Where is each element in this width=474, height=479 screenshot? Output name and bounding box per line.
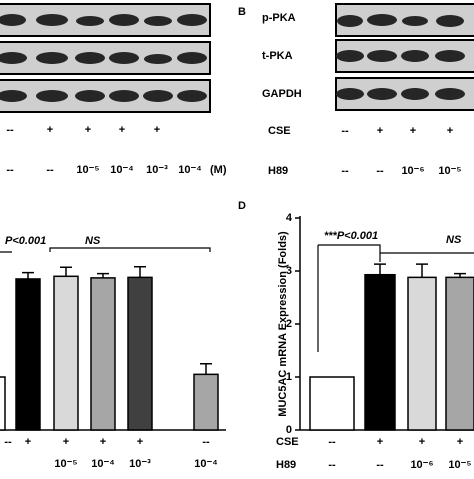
y-tick-label: 1 — [286, 371, 292, 383]
bar — [0, 376, 6, 431]
bar — [127, 276, 153, 431]
treatment-label: + — [25, 436, 31, 448]
unit-label: (M) — [210, 164, 227, 176]
row-name: CSE — [268, 125, 291, 137]
treatment-label: + — [377, 125, 383, 137]
error-bar — [134, 266, 146, 278]
error-bar — [200, 363, 212, 375]
treatment-label: 10⁻⁴ — [178, 164, 201, 176]
error-bar — [374, 263, 386, 275]
treatment-label: 10⁻³ — [129, 458, 151, 470]
panel-letter: B — [238, 6, 246, 18]
bracket — [317, 244, 474, 352]
treatment-label: -- — [328, 459, 336, 471]
treatment-label: -- — [341, 165, 349, 177]
y-tick-label: 0 — [286, 424, 292, 436]
treatment-label: 10⁻⁵ — [438, 165, 461, 177]
treatment-label: 10⁻⁵ — [448, 459, 471, 471]
treatment-label: 10⁻⁶ — [401, 165, 424, 177]
treatment-label: -- — [4, 436, 12, 448]
treatment-label: 10⁻⁴ — [91, 458, 114, 470]
treatment-label: + — [119, 124, 125, 136]
bar — [309, 376, 355, 431]
treatment-label: + — [457, 436, 463, 448]
row-name: H89 — [276, 459, 296, 471]
treatment-label: + — [377, 436, 383, 448]
y-tick-label: 2 — [286, 318, 292, 330]
bar — [445, 276, 474, 431]
treatment-label: -- — [328, 436, 336, 448]
error-bar — [97, 272, 109, 278]
bar — [193, 373, 219, 431]
treatment-label: -- — [6, 164, 14, 176]
treatment-label: 10⁻⁴ — [110, 164, 133, 176]
blot-b — [335, 3, 474, 111]
error-bar — [454, 272, 466, 278]
treatment-label: + — [85, 124, 91, 136]
blot-a — [0, 3, 211, 113]
treatment-label: + — [419, 436, 425, 448]
treatment-label: 10⁻⁶ — [410, 459, 433, 471]
bar — [90, 277, 116, 431]
annotation: NS — [446, 234, 462, 246]
y-tick-label: 4 — [286, 212, 293, 224]
blot-label: GAPDH — [262, 88, 302, 100]
treatment-label: + — [63, 436, 69, 448]
annotation: P<0.001 — [5, 235, 46, 247]
treatment-label: -- — [376, 459, 384, 471]
error-bar — [416, 263, 428, 278]
treatment-label: 10⁻⁴ — [194, 458, 217, 470]
treatment-label: + — [410, 125, 416, 137]
blot-label: p-PKA — [262, 12, 296, 24]
annotation: NS — [85, 235, 101, 247]
treatment-label: 10⁻³ — [146, 164, 168, 176]
treatment-label: -- — [341, 125, 349, 137]
treatment-label: + — [47, 124, 53, 136]
y-tick-label: 3 — [286, 265, 292, 277]
treatment-label: -- — [202, 436, 210, 448]
treatment-label: -- — [6, 124, 14, 136]
treatment-label: + — [154, 124, 160, 136]
treatment-label: -- — [376, 165, 384, 177]
error-bar — [22, 271, 34, 279]
treatment-label: + — [447, 125, 453, 137]
treatment-label: + — [100, 436, 106, 448]
error-bar — [60, 266, 72, 277]
bar — [15, 278, 41, 431]
bar — [53, 275, 79, 431]
blot-label: t-PKA — [262, 50, 293, 62]
treatment-label: 10⁻⁵ — [76, 164, 99, 176]
bar — [407, 276, 437, 431]
treatment-label: 10⁻⁵ — [54, 458, 77, 470]
panel-letter: D — [238, 200, 246, 212]
row-name: H89 — [268, 165, 288, 177]
treatment-label: + — [137, 436, 143, 448]
annotation: ***P<0.001 — [324, 230, 378, 242]
bar — [364, 273, 396, 431]
bracket — [0, 247, 211, 253]
row-name: CSE — [276, 436, 299, 448]
treatment-label: -- — [46, 164, 54, 176]
y-axis-label: MUC5AC mRNA Expression (Folds) — [277, 231, 289, 417]
